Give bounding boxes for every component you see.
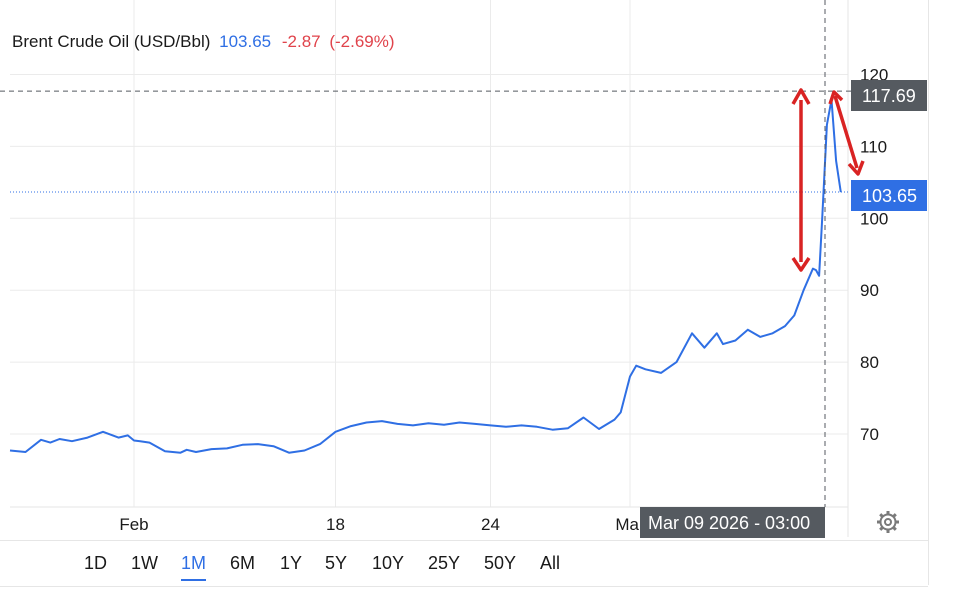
x-tick-label: 24 [481,515,500,534]
tab-1y[interactable]: 1Y [280,553,303,573]
annotation-arrow-shaft [833,95,859,169]
crosshair-time-label: Mar 09 2026 - 03:00 [648,513,810,533]
y-tick-label: 100 [860,209,888,228]
annotation-arrowhead [791,88,811,105]
last-price-label: 103.65 [862,186,917,206]
y-tick-label: 70 [860,425,879,444]
annotation-arrowhead [791,257,811,272]
crosshair-time-tag: Mar 09 2026 - 03:00 [640,507,825,538]
y-tick-label: 90 [860,281,879,300]
grid [10,0,849,537]
gear-icon [877,511,899,533]
x-tick-label: Mar [615,515,645,534]
current-price: 103.65 [219,32,272,51]
y-tick-label: 120 [860,66,888,85]
tab-25y[interactable]: 25Y [428,553,461,573]
crosshair-price-label: 117.69 [862,86,916,106]
tab-5y[interactable]: 5Y [325,553,348,573]
tab-1d[interactable]: 1D [84,553,108,573]
tab-1w[interactable]: 1W [131,553,158,573]
tab-6m[interactable]: 6M [230,553,256,573]
tab-10y[interactable]: 10Y [372,553,405,573]
x-tick-label: 18 [326,515,345,534]
price-change: -2.87 [281,32,321,51]
tab-1m[interactable]: 1M [181,553,207,581]
annotation-arrowhead [847,160,865,176]
timeframe-tabs: 1D 1W 1M 6M 1Y 5Y 10Y 25Y 50Y All [0,540,928,587]
last-price-tag: 103.65 [851,180,927,211]
annotation-arrows [791,88,865,272]
chart-legend: Brent Crude Oil (USD/Bbl) 103.65 -2.87 (… [12,32,395,52]
tab-all[interactable]: All [540,553,561,573]
instrument-name: Brent Crude Oil (USD/Bbl) [12,32,211,51]
tab-50y[interactable]: 50Y [484,553,517,573]
y-tick-label: 80 [860,353,879,372]
crosshair-price-tag: 117.69 [851,80,927,111]
annotation-arrowhead [828,90,844,105]
series-line [9,98,842,454]
price-change-percent: (-2.69%) [329,32,395,51]
panel-border [928,0,929,585]
y-tick-label: 110 [860,137,887,156]
y-axis: 70 80 90 100 110 120 [860,66,888,445]
x-tick-label: Feb [119,515,148,534]
x-axis: Feb 18 24 Mar [119,515,645,534]
